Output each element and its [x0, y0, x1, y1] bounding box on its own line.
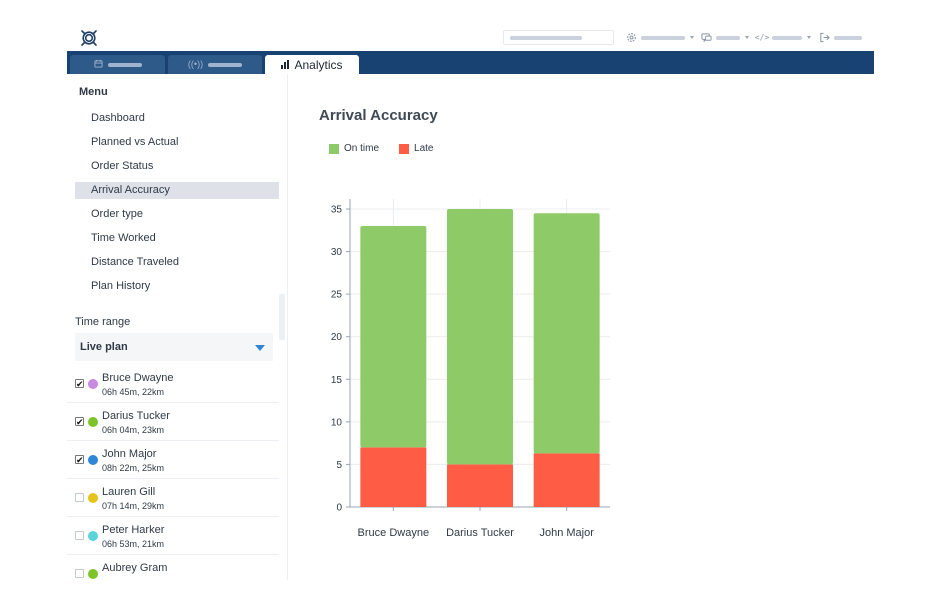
driver-checkbox[interactable]: ✔ [75, 417, 84, 427]
caret-down-icon [255, 345, 265, 351]
driver-row[interactable]: Peter Harker 06h 53m, 21km [67, 517, 279, 555]
chevron-down-icon [690, 36, 694, 39]
y-tick-label: 15 [331, 375, 343, 386]
logout-menu[interactable] [818, 30, 862, 45]
driver-row[interactable]: ✔ Darius Tucker 06h 04m, 23km [67, 403, 279, 441]
messages-menu[interactable] [700, 30, 749, 45]
x-tick-label: Darius Tucker [446, 527, 514, 539]
y-tick-label: 30 [331, 247, 343, 258]
driver-row[interactable]: ✔ John Major 08h 22m, 25km [67, 441, 279, 479]
tab-analytics-label: Analytics [294, 57, 343, 72]
sidebar-scrollbar[interactable] [279, 294, 285, 340]
search-input[interactable] [503, 30, 614, 45]
driver-stats: 06h 04m, 23km [102, 425, 165, 435]
legend-item-late[interactable]: Late [399, 143, 433, 154]
chart-legend: On time Late [329, 143, 433, 154]
x-tick-label: John Major [539, 527, 594, 539]
y-tick-label: 20 [331, 332, 343, 343]
chat-icon [700, 32, 712, 44]
bar-chart-icon [281, 60, 290, 69]
logout-label [834, 35, 862, 40]
tab-analytics[interactable]: Analytics [265, 55, 359, 74]
driver-row[interactable]: Aubrey Gram [67, 555, 279, 580]
tab-live-label [208, 62, 243, 67]
driver-color-dot [88, 455, 98, 465]
time-range-label: Time range [75, 316, 131, 328]
y-tick-label: 10 [331, 417, 343, 428]
settings-menu[interactable] [625, 30, 694, 45]
driver-name: Peter Harker [102, 524, 165, 536]
driver-color-dot [88, 531, 98, 541]
legend-label: Late [414, 143, 434, 154]
driver-stats: 06h 53m, 21km [102, 539, 165, 549]
driver-row[interactable]: ✔ Bruce Dwayne 06h 45m, 22km [67, 365, 279, 403]
bar-on-time[interactable] [447, 209, 513, 465]
sidebar: Menu Dashboard Planned vs Actual Order S… [67, 74, 288, 580]
driver-checkbox[interactable] [75, 493, 84, 502]
sidebar-item-time-worked[interactable]: Time Worked [91, 232, 156, 244]
driver-checkbox[interactable]: ✔ [75, 379, 84, 389]
chevron-down-icon [807, 36, 811, 39]
sidebar-item-order-type[interactable]: Order type [91, 208, 143, 220]
y-tick-label: 35 [331, 205, 343, 216]
y-tick-label: 0 [336, 503, 342, 514]
legend-swatch [329, 143, 339, 154]
driver-checkbox[interactable] [75, 569, 84, 578]
developer-menu[interactable]: </> [754, 30, 811, 45]
logout-icon [818, 32, 830, 44]
developer-menu-label [772, 35, 802, 40]
bar-late[interactable] [533, 453, 600, 507]
settings-menu-label [641, 35, 685, 40]
bar-on-time[interactable] [533, 213, 600, 454]
calendar-icon [93, 59, 103, 70]
bar-late[interactable] [360, 447, 427, 507]
driver-name: John Major [102, 448, 157, 460]
tab-schedule[interactable] [70, 55, 165, 74]
driver-stats: 07h 14m, 29km [102, 501, 165, 511]
broadcast-icon: ((•)) [187, 59, 204, 69]
driver-name: Darius Tucker [102, 410, 170, 422]
page-title: Arrival Accuracy [319, 107, 438, 124]
legend-label: On time [344, 143, 380, 154]
driver-checkbox[interactable]: ✔ [75, 455, 84, 465]
driver-color-dot [88, 417, 98, 427]
bar-late[interactable] [447, 464, 513, 507]
legend-swatch [399, 143, 410, 154]
driver-list: ✔ Bruce Dwayne 06h 45m, 22km ✔ Darius Tu… [67, 365, 279, 580]
sidebar-item-planned-vs-actual[interactable]: Planned vs Actual [91, 136, 179, 148]
y-tick-label: 25 [331, 290, 343, 301]
legend-item-on-time[interactable]: On time [329, 143, 379, 154]
sidebar-item-arrival-accuracy[interactable]: Arrival Accuracy [75, 182, 279, 199]
driver-checkbox[interactable] [75, 531, 84, 540]
sidebar-item-dashboard[interactable]: Dashboard [91, 112, 145, 124]
search-placeholder [510, 36, 582, 40]
driver-color-dot [88, 569, 98, 579]
app-logo-icon[interactable] [79, 28, 99, 48]
arrival-accuracy-chart: 0 5 10 15 20 25 30 35 Bruce Dwayne Darius Tucker J… [331, 199, 610, 539]
sidebar-item-plan-history[interactable]: Plan History [91, 280, 151, 292]
driver-stats: 06h 45m, 22km [102, 387, 165, 397]
y-tick-label: 5 [336, 460, 342, 471]
code-icon: </> [754, 33, 770, 42]
driver-name: Bruce Dwayne [102, 372, 174, 384]
chevron-down-icon [745, 36, 749, 39]
tab-schedule-label [107, 62, 142, 67]
messages-menu-label [716, 35, 740, 40]
driver-name: Aubrey Gram [102, 562, 168, 574]
sidebar-item-order-status[interactable]: Order Status [91, 160, 154, 172]
driver-color-dot [88, 493, 98, 503]
driver-color-dot [88, 379, 98, 389]
sidebar-item-distance-traveled[interactable]: Distance Traveled [91, 256, 180, 268]
tab-bar: ((•)) Analytics [67, 51, 874, 74]
driver-stats: 08h 22m, 25km [102, 463, 165, 473]
time-range-select[interactable]: Live plan [75, 333, 273, 361]
bar-on-time[interactable] [360, 226, 427, 448]
tab-live[interactable]: ((•)) [168, 55, 262, 74]
driver-name: Lauren Gill [102, 486, 156, 498]
menu-heading: Menu [79, 86, 108, 98]
x-tick-label: Bruce Dwayne [358, 527, 430, 539]
gear-icon [625, 32, 637, 44]
driver-row[interactable]: Lauren Gill 07h 14m, 29km [67, 479, 279, 517]
time-range-value: Live plan [80, 341, 128, 353]
